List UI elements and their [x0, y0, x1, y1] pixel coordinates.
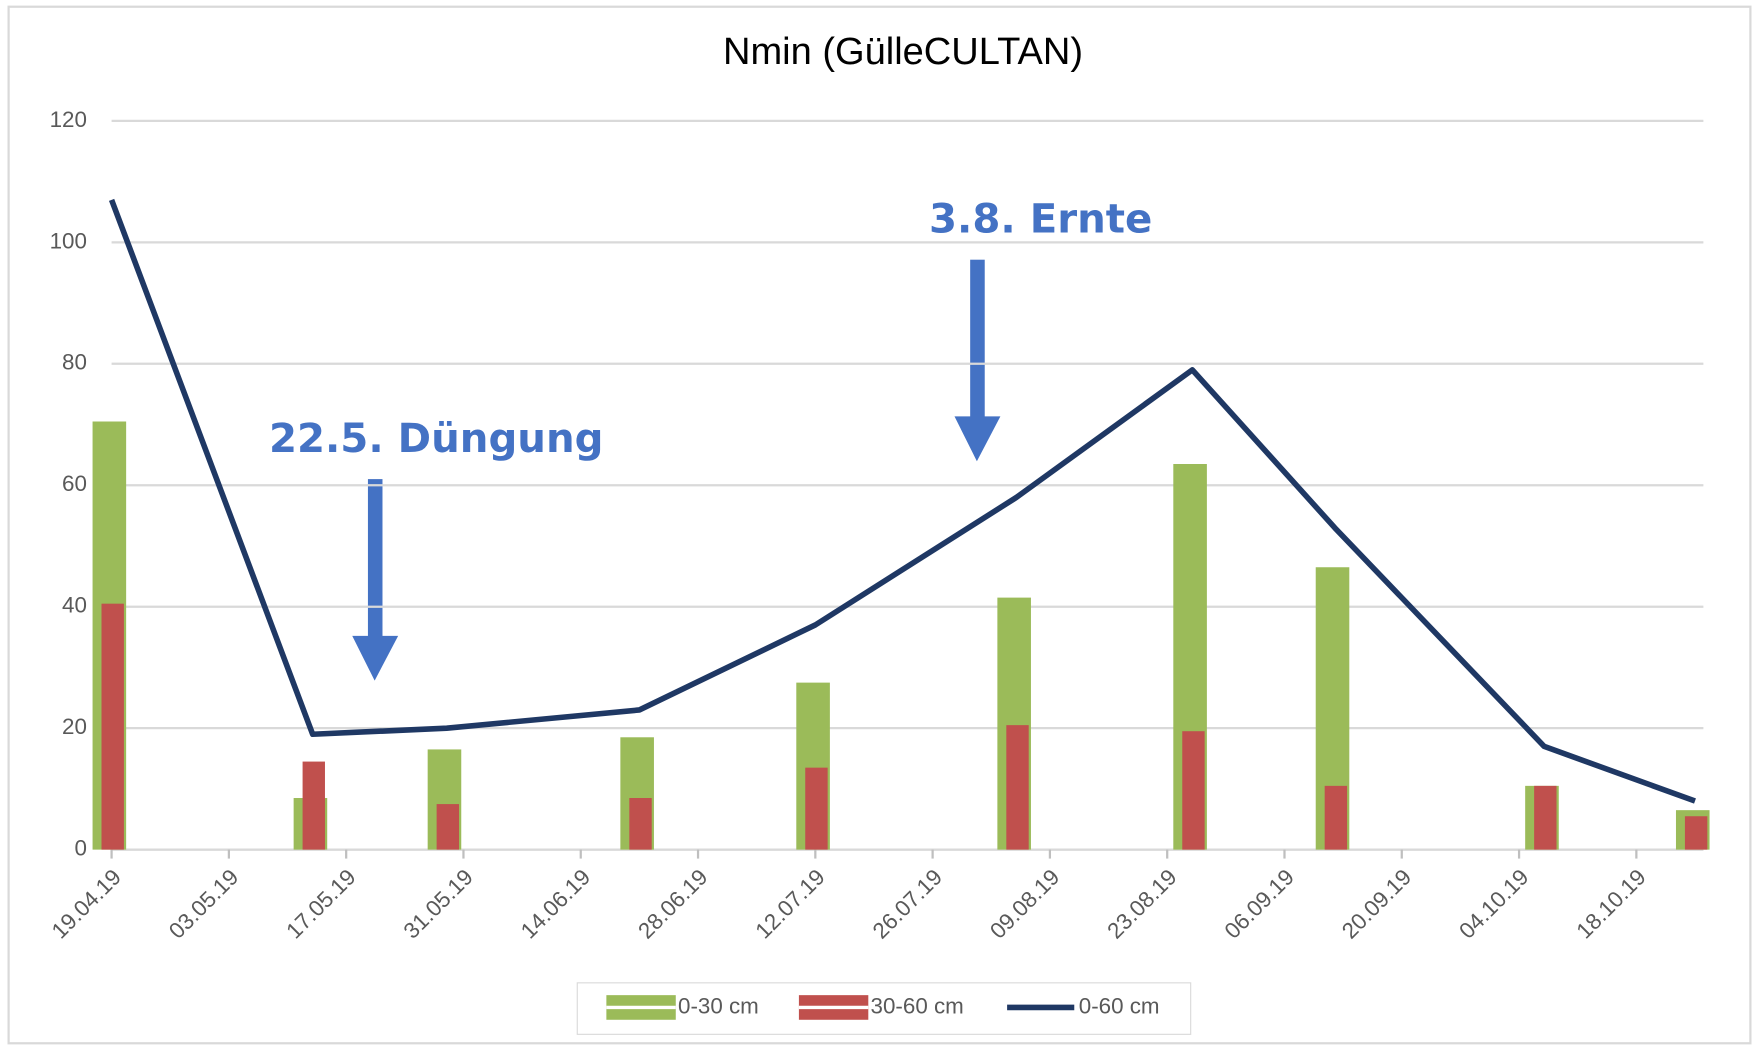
- bar: [1006, 725, 1029, 850]
- legend-label: 0-30 cm: [678, 993, 759, 1018]
- chart-frame: [7, 5, 1752, 1045]
- legend-box: [576, 982, 1192, 1035]
- y-tick-label: 60: [62, 471, 87, 496]
- legend-label: 30-60 cm: [871, 993, 964, 1018]
- bar: [1684, 816, 1708, 850]
- y-tick-label: 120: [50, 107, 87, 132]
- y-tick-label: 80: [62, 350, 87, 375]
- line: [108, 198, 1696, 804]
- arrow: [954, 259, 1001, 462]
- annotation: 3.8. Ernte: [929, 196, 1152, 243]
- chart-title: Nmin (GülleCULTAN): [723, 31, 1083, 73]
- annotation: 22.5. Düngung: [269, 415, 604, 462]
- bar: [302, 761, 325, 850]
- bar: [1534, 785, 1557, 850]
- y-tick-label: 20: [62, 714, 87, 739]
- bar: [805, 767, 828, 850]
- bar: [1324, 785, 1348, 850]
- y-tick-label: 0: [75, 836, 87, 861]
- bar: [101, 603, 124, 850]
- bar: [436, 804, 460, 850]
- arrow: [352, 479, 399, 681]
- y-tick-label: 100: [50, 228, 87, 253]
- y-tick-label: 40: [62, 593, 87, 618]
- legend-label: 0-60 cm: [1079, 993, 1160, 1018]
- bar: [1182, 731, 1205, 850]
- bar: [629, 798, 652, 850]
